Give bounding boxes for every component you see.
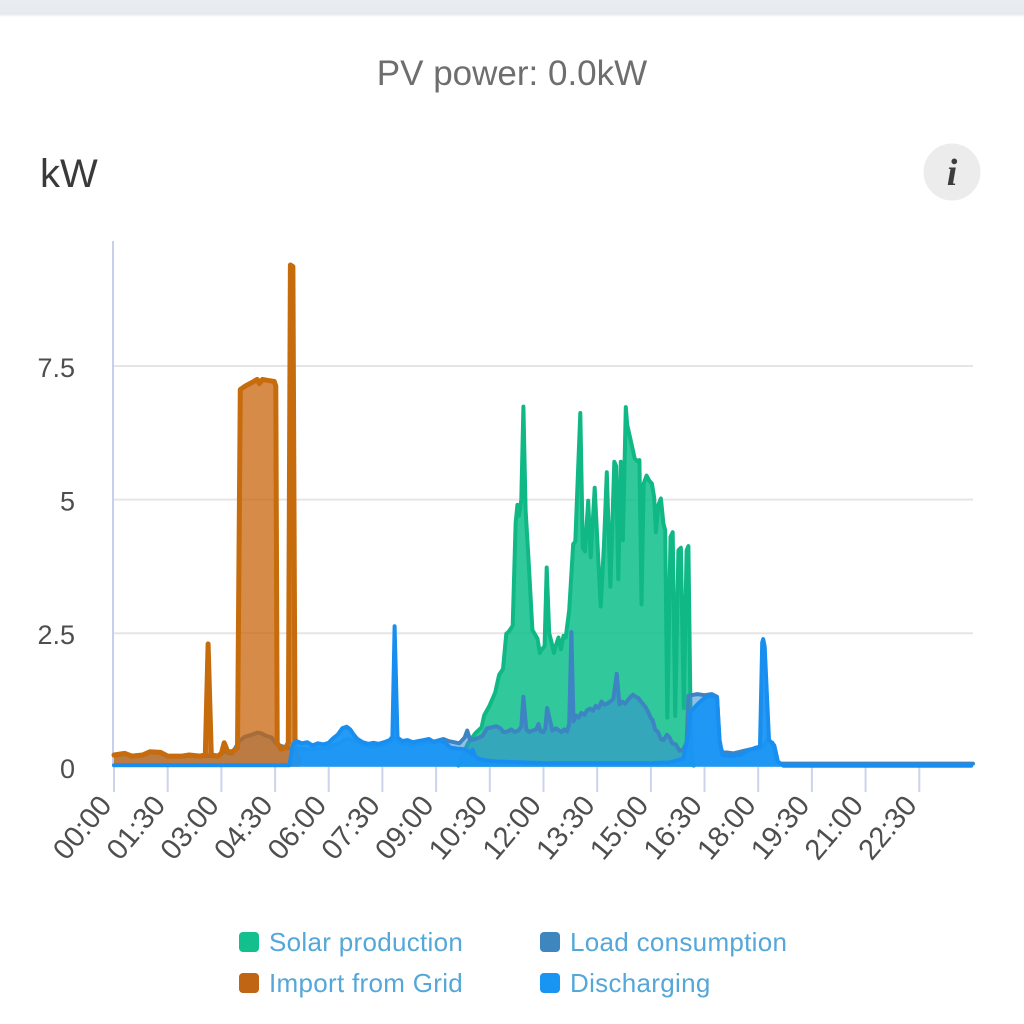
svg-text:2.5: 2.5 bbox=[37, 620, 75, 650]
svg-text:7.5: 7.5 bbox=[37, 353, 75, 383]
svg-text:Import from Grid: Import from Grid bbox=[269, 968, 463, 998]
svg-text:Discharging: Discharging bbox=[570, 968, 711, 998]
svg-text:PV power: 0.0kW: PV power: 0.0kW bbox=[377, 54, 647, 93]
svg-text:i: i bbox=[947, 152, 958, 194]
svg-text:5: 5 bbox=[60, 487, 75, 517]
svg-text:Load consumption: Load consumption bbox=[570, 927, 787, 957]
svg-text:kW: kW bbox=[40, 152, 98, 196]
svg-text:Solar production: Solar production bbox=[269, 927, 463, 957]
svg-text:0: 0 bbox=[60, 754, 75, 784]
